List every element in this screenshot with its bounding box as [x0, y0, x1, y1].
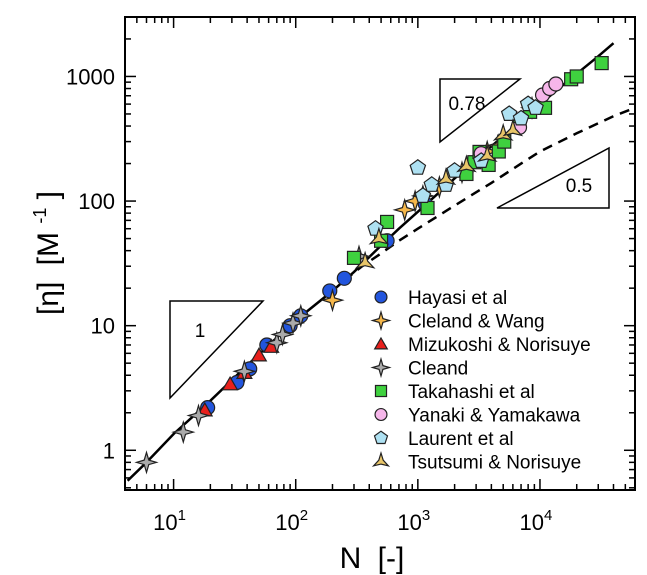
- x-tick-label: 103: [397, 507, 430, 535]
- data-point: [500, 105, 518, 122]
- data-point: [354, 250, 376, 269]
- y-axis-label-symbol: [η]: [32, 282, 65, 315]
- y-axis-label-unit: [M: [32, 232, 65, 265]
- y-tick-label: 100: [78, 189, 115, 214]
- data-point: [502, 118, 524, 137]
- y-axis-label-exponent: -1: [30, 208, 50, 224]
- x-tick-label-exponent: 2: [300, 507, 308, 524]
- legend-marker: [374, 407, 388, 422]
- legend-label: Mizukoshi & Norisuye: [408, 335, 591, 356]
- data-point: [476, 143, 498, 163]
- y-tick-label: 1: [103, 438, 115, 463]
- slope-triangle-label: 0.5: [566, 176, 592, 197]
- data-point: [270, 322, 295, 347]
- x-tick-label-exponent: 1: [178, 507, 186, 524]
- plot-frame: [124, 16, 636, 491]
- legend-marker: [374, 384, 388, 398]
- data-point: [288, 303, 313, 328]
- data-point: [368, 226, 390, 245]
- y-axis-label: [η] [M -1 ]: [20, 191, 65, 315]
- y-tick-label: 1000: [66, 64, 115, 89]
- data-point: [232, 359, 257, 384]
- slope-triangles: 1 0.78 0.5: [169, 78, 610, 400]
- legend-label: Tsutsumi & Norisuye: [408, 453, 581, 474]
- slope-triangle: [439, 78, 523, 144]
- x-tick-label-base: 10: [520, 510, 544, 535]
- slope-triangle: [496, 146, 610, 209]
- x-tick-label-exponent: 3: [422, 507, 430, 524]
- data-point: [435, 167, 457, 186]
- data-point: [409, 159, 427, 175]
- slope-triangle: [169, 300, 265, 400]
- legend-marker: [373, 336, 389, 350]
- legend-label: Cleland & Wang: [408, 312, 545, 333]
- data-point: [346, 250, 362, 265]
- legend-marker: [374, 290, 388, 304]
- legend-label: Takahashi et al: [408, 382, 535, 403]
- data-point: [548, 76, 564, 92]
- data-point: [134, 450, 159, 475]
- legend-marker: [373, 430, 389, 445]
- x-axis-label-unit: [-]: [378, 542, 405, 575]
- data-point: [221, 375, 239, 391]
- y-axis-label-close: ]: [32, 191, 65, 199]
- data-point: [250, 347, 268, 362]
- data-point: [280, 310, 306, 336]
- data-point: [171, 419, 196, 445]
- legend-label: Cleand: [408, 359, 468, 380]
- legend-marker: [370, 309, 392, 332]
- x-tick-label: 101: [153, 507, 186, 535]
- y-tick-label: 10: [91, 314, 115, 339]
- data-point: [423, 176, 441, 192]
- x-tick-label-base: 10: [153, 510, 177, 535]
- data-point: [320, 288, 345, 313]
- data-point: [527, 99, 544, 115]
- x-tick-label-base: 10: [275, 510, 299, 535]
- legend-label: Laurent et al: [408, 429, 514, 450]
- legend-label: Hayasi et al: [408, 288, 507, 309]
- slope-triangle-label: 1: [195, 321, 206, 342]
- x-axis-label: N [-]: [340, 542, 405, 575]
- data-point: [379, 214, 395, 230]
- data-points: [134, 55, 609, 475]
- legend-marker: [371, 450, 391, 467]
- x-tick-label: 102: [275, 507, 308, 535]
- x-tick-label: 104: [520, 507, 553, 535]
- data-point: [594, 55, 609, 71]
- data-point: [186, 403, 211, 428]
- legend-label: Yanaki & Yamakawa: [408, 406, 581, 427]
- x-tick-label-base: 10: [397, 510, 421, 535]
- fit-curve-dashed: [343, 106, 636, 282]
- x-axis-label-symbol: N: [340, 542, 362, 575]
- x-tick-label-exponent: 4: [544, 507, 552, 524]
- data-point: [336, 270, 352, 286]
- data-point: [512, 109, 530, 126]
- data-point: [569, 69, 584, 84]
- data-point: [456, 154, 477, 173]
- data-point: [420, 200, 435, 216]
- data-point: [392, 197, 417, 223]
- legend-marker: [370, 356, 392, 379]
- slope-triangle-label: 0.78: [449, 94, 486, 115]
